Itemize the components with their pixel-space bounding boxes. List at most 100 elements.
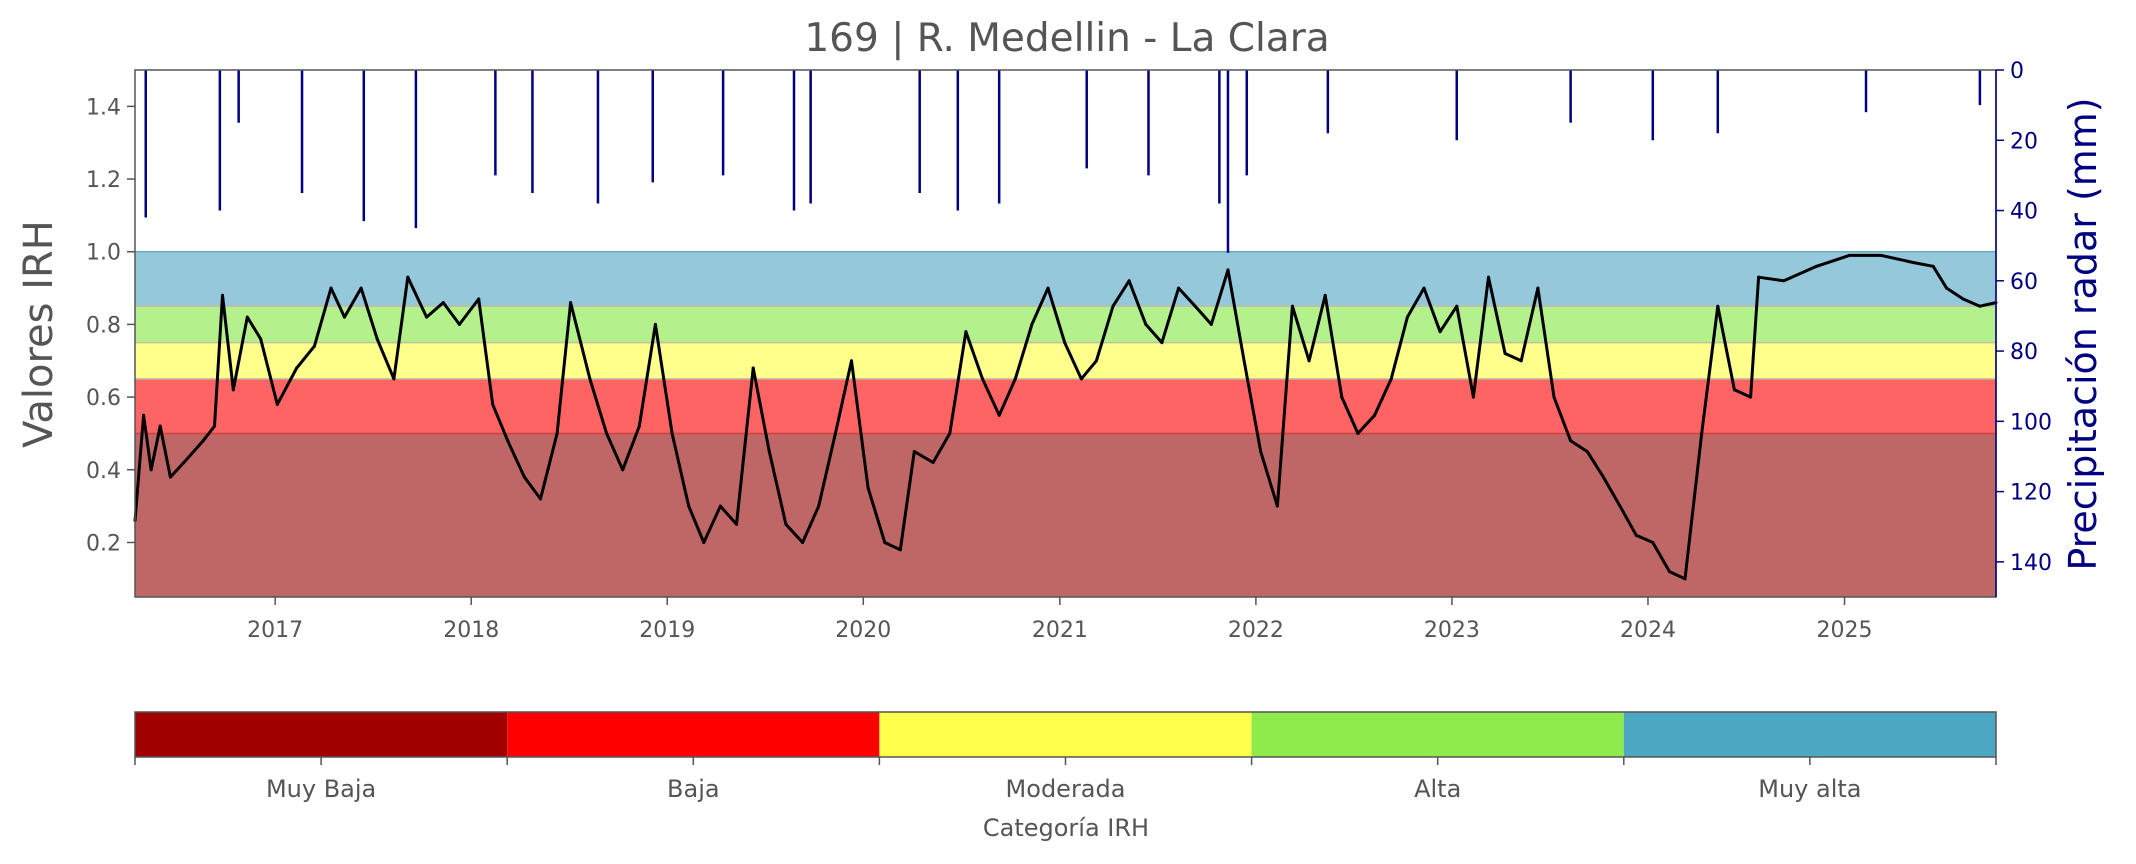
colorbar-label: Alta	[1414, 775, 1461, 803]
irh-point-42	[767, 450, 771, 454]
y2-tick-label: 20	[2010, 129, 2038, 154]
irh-point-38	[702, 540, 706, 544]
band-3	[135, 306, 1996, 343]
y2-tick-label: 60	[2010, 270, 2038, 295]
irh-point-60	[1063, 341, 1067, 345]
irh-point-21	[425, 315, 429, 319]
irh-point-69	[1209, 322, 1213, 326]
irh-point-54	[964, 330, 968, 334]
irh-point-109	[1931, 264, 1935, 268]
irh-point-67	[1177, 286, 1181, 290]
irh-point-110	[1945, 286, 1949, 290]
irh-point-14	[312, 344, 316, 348]
irh-point-71	[1242, 359, 1246, 363]
irh-point-66	[1160, 341, 1164, 345]
irh-point-61	[1079, 377, 1083, 381]
irh-point-15	[329, 286, 333, 290]
irh-point-33	[621, 468, 625, 472]
irh-point-108	[1912, 261, 1916, 265]
irh-point-103	[1757, 275, 1761, 279]
y-tick-label: 0.6	[86, 386, 121, 411]
irh-point-22	[441, 301, 445, 305]
irh-point-34	[637, 424, 641, 428]
irh-point-10	[245, 315, 249, 319]
x-tick-label: 2022	[1228, 618, 1284, 643]
irh-point-3	[158, 424, 162, 428]
irh-point-84	[1455, 304, 1459, 308]
irh-point-95	[1634, 533, 1638, 537]
irh-point-102	[1749, 395, 1753, 399]
irh-point-36	[670, 431, 674, 435]
irh-point-74	[1290, 304, 1294, 308]
irh-point-25	[491, 402, 495, 406]
irh-point-82	[1422, 286, 1426, 290]
irh-point-78	[1356, 431, 1360, 435]
irh-point-93	[1601, 475, 1605, 479]
irh-point-12	[275, 402, 279, 406]
irh-point-32	[605, 431, 609, 435]
irh-point-64	[1127, 279, 1131, 283]
irh-point-9	[231, 388, 235, 392]
irh-point-29	[555, 431, 559, 435]
irh-point-111	[1961, 297, 1965, 301]
irh-point-70	[1226, 268, 1230, 272]
irh-point-48	[866, 486, 870, 490]
irh-point-31	[588, 377, 592, 381]
y2-tick-label: 40	[2010, 200, 2038, 225]
irh-point-23	[457, 322, 461, 326]
irh-point-63	[1111, 304, 1115, 308]
x-tick-label: 2021	[1032, 618, 1088, 643]
irh-point-101	[1732, 388, 1736, 392]
irh-point-8	[221, 293, 225, 297]
irh-point-56	[997, 413, 1001, 417]
irh-point-99	[1700, 431, 1704, 435]
irh-point-52	[931, 461, 935, 465]
colorbar-label: Muy Baja	[266, 775, 376, 803]
irh-point-76	[1323, 293, 1327, 297]
irh-point-16	[342, 315, 346, 319]
irh-point-112	[1978, 304, 1982, 308]
irh-point-104	[1782, 279, 1786, 283]
irh-point-65	[1144, 322, 1148, 326]
colorbar-label: Muy alta	[1758, 775, 1861, 803]
band-2	[135, 342, 1996, 379]
irh-series	[133, 253, 1998, 581]
irh-point-26	[506, 439, 510, 443]
irh-point-57	[1013, 377, 1017, 381]
colorbar-segment-0	[135, 712, 508, 757]
y-tick-label: 0.8	[86, 313, 121, 338]
irh-point-94	[1618, 504, 1622, 508]
irh-point-4	[168, 475, 172, 479]
irh-point-40	[735, 522, 739, 526]
irh-point-90	[1552, 395, 1556, 399]
y2-tick-label: 140	[2010, 551, 2052, 576]
irh-point-89	[1536, 286, 1540, 290]
band-1	[135, 378, 1996, 434]
irh-point-79	[1373, 413, 1377, 417]
irh-point-92	[1585, 450, 1589, 454]
irh-point-47	[849, 359, 853, 363]
y2-tick-label: 0	[2010, 59, 2024, 84]
irh-point-59	[1046, 286, 1050, 290]
irh-point-53	[948, 431, 952, 435]
irh-point-80	[1389, 377, 1393, 381]
x-tick-label: 2023	[1424, 618, 1480, 643]
irh-point-100	[1716, 304, 1720, 308]
irh-point-62	[1094, 359, 1098, 363]
irh-point-86	[1486, 275, 1490, 279]
colorbar-frame	[134, 711, 1997, 758]
colorbar-label: Moderada	[1006, 775, 1126, 803]
y2-tick-label: 100	[2010, 410, 2052, 435]
irh-point-39	[718, 504, 722, 508]
irh-point-91	[1569, 439, 1573, 443]
y-tick-label: 0.4	[86, 459, 121, 484]
irh-point-58	[1030, 322, 1034, 326]
colorbar-segment-4	[1623, 712, 1996, 757]
irh-point-37	[687, 504, 691, 508]
y2-axis-label: Precipitación radar (mm)	[2061, 97, 2105, 570]
x-axis-ticks: 2017 2018 2019 2020 2021 2022 2023 2024 2025	[247, 597, 1873, 643]
irh-point-97	[1667, 570, 1671, 574]
irh-point-1	[142, 413, 146, 417]
irh-point-28	[538, 497, 542, 501]
